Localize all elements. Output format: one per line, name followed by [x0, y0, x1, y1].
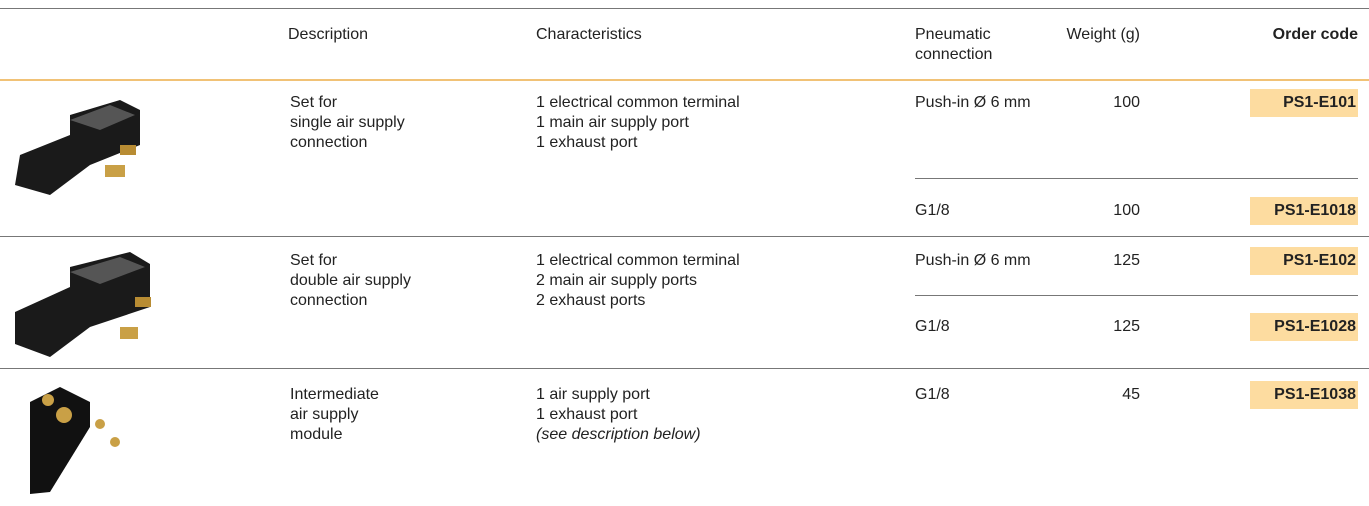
characteristic: 1 electrical common terminal	[536, 94, 740, 111]
description: connection	[290, 292, 368, 309]
description: Intermediate	[290, 386, 379, 403]
characteristic: 1 electrical common terminal	[536, 252, 740, 269]
order-code-box: PS1-E102	[1250, 247, 1358, 275]
description: connection	[290, 134, 368, 151]
order-code: PS1-E101	[1283, 94, 1356, 111]
header: Weight (g)	[1066, 26, 1140, 43]
rule	[0, 236, 1369, 237]
order-code-box: PS1-E1028	[1250, 313, 1358, 341]
order-code: PS1-E1038	[1274, 386, 1356, 403]
weight: 125	[1113, 252, 1140, 269]
rule	[0, 8, 1369, 9]
weight: 100	[1113, 202, 1140, 219]
description: module	[290, 426, 343, 443]
connection: G1/8	[915, 202, 950, 219]
order-code: PS1-E1028	[1274, 318, 1356, 335]
characteristic: 1 main air supply port	[536, 114, 689, 131]
characteristic: 1 exhaust port	[536, 134, 638, 151]
connection: G1/8	[915, 318, 950, 335]
rule	[0, 368, 1369, 369]
header: Pneumatic connection	[915, 26, 993, 63]
weight: 125	[1113, 318, 1140, 335]
connection: Push-in Ø 6 mm	[915, 252, 1031, 269]
characteristic: 1 air supply port	[536, 386, 650, 403]
product-image	[15, 252, 151, 357]
characteristic: 2 exhaust ports	[536, 292, 646, 309]
description: double air supply	[290, 272, 411, 289]
weight: 100	[1113, 94, 1140, 111]
rule	[0, 79, 1369, 81]
header: Description	[288, 26, 369, 43]
characteristic-note: (see description below)	[536, 426, 701, 443]
connection: G1/8	[915, 386, 950, 403]
weight: 45	[1122, 386, 1140, 403]
characteristic: 2 main air supply ports	[536, 272, 697, 289]
rule	[915, 178, 1358, 179]
product-image	[15, 100, 140, 195]
order-code-box: PS1-E1018	[1250, 197, 1358, 225]
characteristic: 1 exhaust port	[536, 406, 638, 423]
header: Characteristics	[536, 26, 642, 43]
order-code-box: PS1-E1038	[1250, 381, 1358, 409]
description: Set for	[290, 252, 338, 269]
order-code: PS1-E102	[1283, 252, 1356, 269]
rule	[915, 295, 1358, 296]
description: Set for	[290, 94, 338, 111]
description: air supply	[290, 406, 359, 423]
product-image	[30, 387, 120, 494]
description: single air supply	[290, 114, 405, 131]
order-code-box: PS1-E101	[1250, 89, 1358, 117]
header: Order code	[1272, 26, 1358, 43]
connection: Push-in Ø 6 mm	[915, 94, 1031, 111]
order-code: PS1-E1018	[1274, 202, 1356, 219]
